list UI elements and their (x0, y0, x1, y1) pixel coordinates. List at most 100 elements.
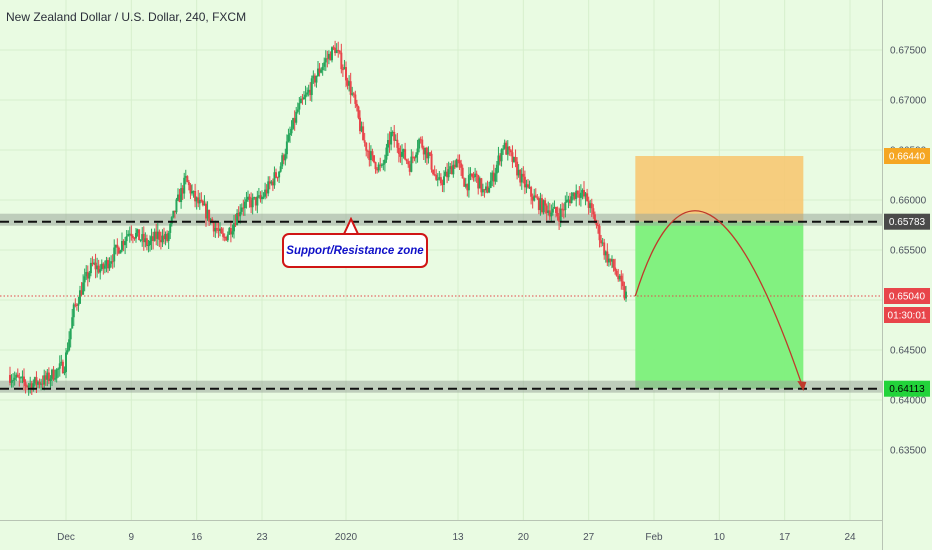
x-tick-label: 17 (779, 532, 791, 543)
candle-body (107, 260, 109, 269)
candle-body (528, 187, 531, 189)
candle-body (586, 193, 589, 202)
candle-body (161, 235, 164, 243)
candle-body (191, 191, 193, 194)
candle-body (373, 155, 375, 163)
candle-body (43, 375, 46, 385)
candle-body (152, 236, 155, 241)
candle-body (15, 374, 18, 378)
candle-body (587, 201, 590, 208)
candle-body (127, 233, 130, 237)
candle-body (429, 152, 431, 154)
candle-body (66, 350, 69, 353)
candle-body (614, 267, 617, 271)
candle-body (192, 190, 195, 192)
candle-body (284, 154, 287, 161)
candle-body (138, 229, 141, 241)
candle-body (621, 281, 624, 287)
candle-body (122, 241, 125, 246)
candle-body (200, 199, 203, 201)
candle-body (289, 133, 291, 135)
candle-body (320, 70, 323, 73)
candle-body (55, 369, 58, 379)
candle-body (147, 245, 150, 247)
sr-band (0, 213, 882, 226)
candle-body (282, 155, 285, 161)
candle-body (29, 383, 32, 386)
candle-body (278, 171, 281, 178)
candle-body (550, 212, 553, 217)
candle-body (480, 178, 483, 193)
candle-body (65, 352, 67, 372)
candle-body (579, 192, 582, 198)
candle-body (343, 67, 346, 70)
candle-body (541, 198, 543, 213)
candle-body (93, 262, 95, 264)
candle-body (142, 234, 145, 243)
candle-body (121, 241, 123, 251)
candle-body (33, 377, 36, 384)
candle-body (439, 177, 442, 184)
candle-body (517, 169, 520, 176)
candle-body (419, 139, 422, 141)
candle-body (108, 263, 111, 269)
candle-body (472, 176, 475, 178)
candle-body (402, 149, 405, 152)
candle-body (559, 208, 562, 222)
candle-body (415, 154, 417, 158)
candles (9, 40, 627, 396)
candle-body (223, 236, 226, 238)
candle-body (46, 372, 49, 380)
candle-body (80, 290, 83, 295)
candle-body (450, 166, 453, 175)
stop-price-tag-text: 0.66440 (889, 152, 926, 163)
candle-body (425, 147, 428, 159)
candle-body (337, 49, 340, 51)
candle-body (222, 233, 225, 237)
candle-body (307, 89, 310, 93)
candle-body (584, 193, 587, 197)
y-tick-label: 0.64500 (890, 346, 927, 357)
candle-body (315, 75, 318, 83)
support-resistance-callout[interactable]: Support/Resistance zone (282, 233, 428, 268)
candle-body (219, 228, 221, 231)
candle-body (103, 265, 106, 269)
candle-body (275, 172, 277, 178)
candle-body (178, 194, 181, 203)
x-tick-label: Dec (57, 532, 75, 543)
candle-body (492, 172, 495, 182)
candle-body (499, 155, 501, 162)
candle-body (469, 173, 472, 176)
candle-body (173, 210, 176, 213)
candle-body (606, 251, 609, 263)
candle-body (60, 361, 63, 364)
stop-price-tag-bg (884, 148, 930, 164)
x-tick-label: 23 (256, 532, 268, 543)
candle-body (299, 98, 302, 104)
candle-body (225, 236, 228, 241)
candle-body (435, 174, 438, 180)
candle-body (463, 178, 466, 187)
candle-body (298, 103, 301, 110)
candle-body (335, 49, 338, 54)
candle-body (267, 181, 270, 194)
candle-body (313, 75, 316, 83)
take-profit-zone (635, 221, 804, 389)
candle-body (44, 375, 47, 380)
candle-body (399, 154, 402, 157)
candle-body (217, 229, 220, 231)
candle-body (130, 233, 133, 237)
resistance-price-tag-text: 0.65783 (889, 217, 926, 228)
candle-body (452, 164, 455, 175)
candle-body (38, 381, 41, 385)
candle-body (457, 159, 459, 161)
candle-body (481, 189, 484, 193)
candle-body (198, 199, 201, 204)
candle-body (40, 383, 43, 385)
candle-body (564, 202, 567, 211)
candle-body (254, 197, 257, 206)
y-tick-label: 0.67500 (890, 46, 927, 57)
candle-body (186, 176, 189, 182)
candle-body (467, 175, 470, 191)
